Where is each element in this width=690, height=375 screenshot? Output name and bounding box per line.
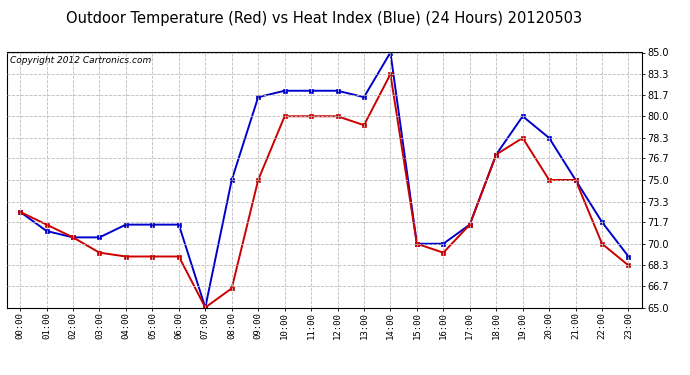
Text: Copyright 2012 Cartronics.com: Copyright 2012 Cartronics.com [10, 56, 151, 65]
Text: Outdoor Temperature (Red) vs Heat Index (Blue) (24 Hours) 20120503: Outdoor Temperature (Red) vs Heat Index … [66, 11, 582, 26]
